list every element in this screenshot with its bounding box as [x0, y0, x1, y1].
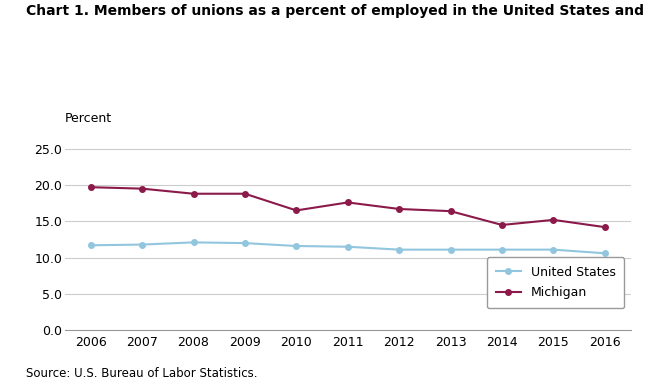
Michigan: [241, 192, 249, 196]
United States: [601, 251, 608, 256]
Text: Chart 1. Members of unions as a percent of employed in the United States and Mic: Chart 1. Members of unions as a percent …: [26, 4, 650, 18]
Michigan: [498, 223, 506, 227]
Text: Percent: Percent: [65, 112, 112, 125]
United States: [447, 247, 454, 252]
United States: [344, 245, 352, 249]
Michigan: [138, 186, 146, 191]
Michigan: [87, 185, 95, 189]
Line: Michigan: Michigan: [88, 184, 608, 230]
Michigan: [292, 208, 300, 213]
United States: [190, 240, 198, 245]
United States: [241, 241, 249, 245]
Michigan: [395, 207, 403, 211]
United States: [138, 242, 146, 247]
United States: [87, 243, 95, 248]
Michigan: [549, 218, 557, 222]
United States: [395, 247, 403, 252]
United States: [549, 247, 557, 252]
Text: Source: U.S. Bureau of Labor Statistics.: Source: U.S. Bureau of Labor Statistics.: [26, 367, 257, 380]
United States: [292, 244, 300, 248]
Legend: United States, Michigan: United States, Michigan: [487, 257, 624, 308]
Michigan: [344, 200, 352, 205]
Michigan: [447, 209, 454, 214]
Michigan: [601, 225, 608, 229]
Michigan: [190, 192, 198, 196]
Line: United States: United States: [88, 240, 608, 256]
United States: [498, 247, 506, 252]
